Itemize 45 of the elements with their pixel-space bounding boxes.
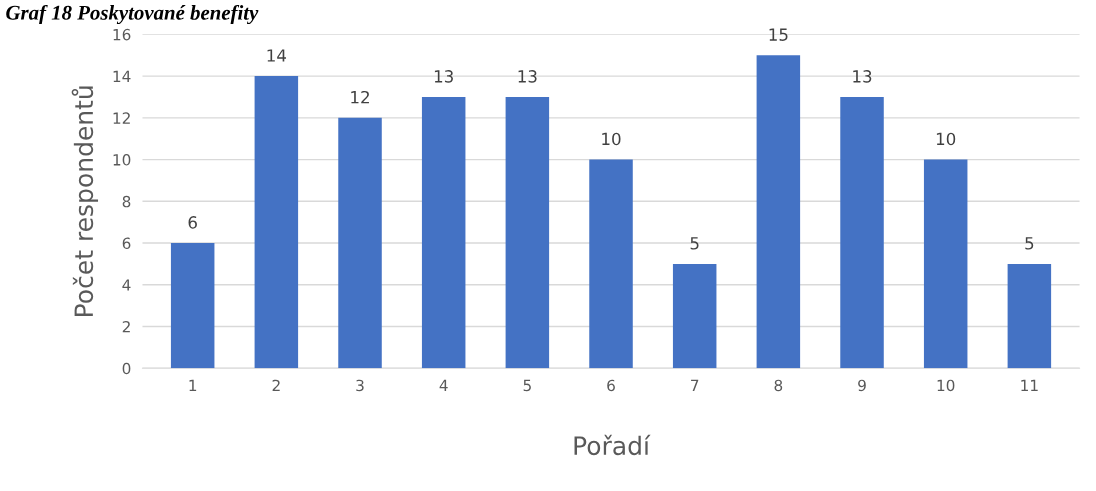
bar [672,263,717,369]
data-label: 5 [690,237,699,250]
y-tick-label: 2 [122,320,130,333]
y-axis-title: Počet respondentů [71,86,99,316]
x-tick-label: 5 [523,379,531,392]
bar [840,96,884,369]
x-tick-label: 8 [774,379,783,392]
data-label: 13 [853,70,872,83]
bar [505,96,550,369]
x-tick-label: 9 [858,379,866,392]
x-tick-label: 4 [439,379,448,391]
y-tick-label: 14 [113,70,131,82]
data-label: 12 [351,90,369,104]
data-label: 10 [602,132,621,146]
y-tick-label: 4 [122,279,131,291]
y-tick-label: 10 [113,154,131,166]
y-tick-label: 8 [122,195,131,208]
x-axis-title: Pořadí [574,434,651,456]
data-label: 15 [769,28,788,41]
bar [421,96,466,369]
y-tick-label: 0 [122,362,131,375]
x-tick-label: 7 [691,379,699,391]
x-tick-label: 10 [937,379,955,392]
y-tick-label: 16 [113,28,131,41]
bar [923,159,968,369]
data-label: 14 [267,49,287,62]
bar [756,55,801,369]
y-tick-label: 12 [113,112,130,124]
data-label: 6 [188,216,197,229]
x-tick-label: 2 [272,379,280,391]
y-tick-label: 6 [122,237,131,250]
data-label: 5 [1025,237,1034,250]
chart-title: Graf 18 Poskytované benefity [6,4,259,25]
x-tick-label: 11 [1021,379,1038,391]
bar [338,117,382,369]
data-label: 10 [936,132,956,146]
data-label: 13 [434,70,453,83]
x-tick-label: 3 [356,379,364,392]
data-label: 13 [518,70,537,83]
bar [1007,263,1052,369]
bar [170,243,215,369]
x-tick-label: 6 [607,379,615,392]
bar [254,76,299,369]
bar [589,159,633,369]
x-tick-label: 1 [189,379,197,391]
